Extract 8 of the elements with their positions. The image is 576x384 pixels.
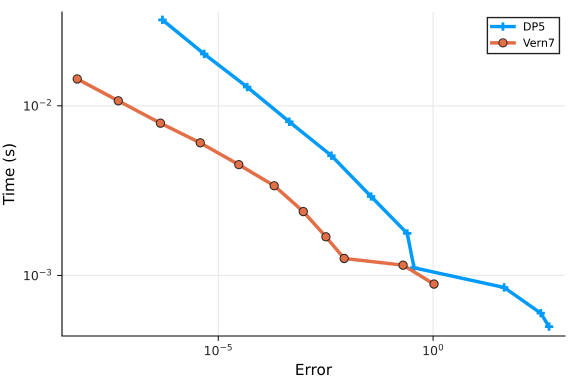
x-tick-label: 10$^{−5}$ bbox=[204, 344, 232, 356]
x-axis-title: Error bbox=[296, 364, 332, 376]
x-tick-label: 10$^{0}$ bbox=[423, 344, 444, 356]
y-tick-label: 10$^{−2}$ bbox=[24, 99, 51, 111]
legend-label: DP5 bbox=[524, 22, 544, 31]
legend-label: Vern7 bbox=[523, 38, 554, 47]
y-axis-title: Time (s) bbox=[2, 144, 16, 206]
y-tick-label: 10$^{−3}$ bbox=[24, 268, 52, 280]
